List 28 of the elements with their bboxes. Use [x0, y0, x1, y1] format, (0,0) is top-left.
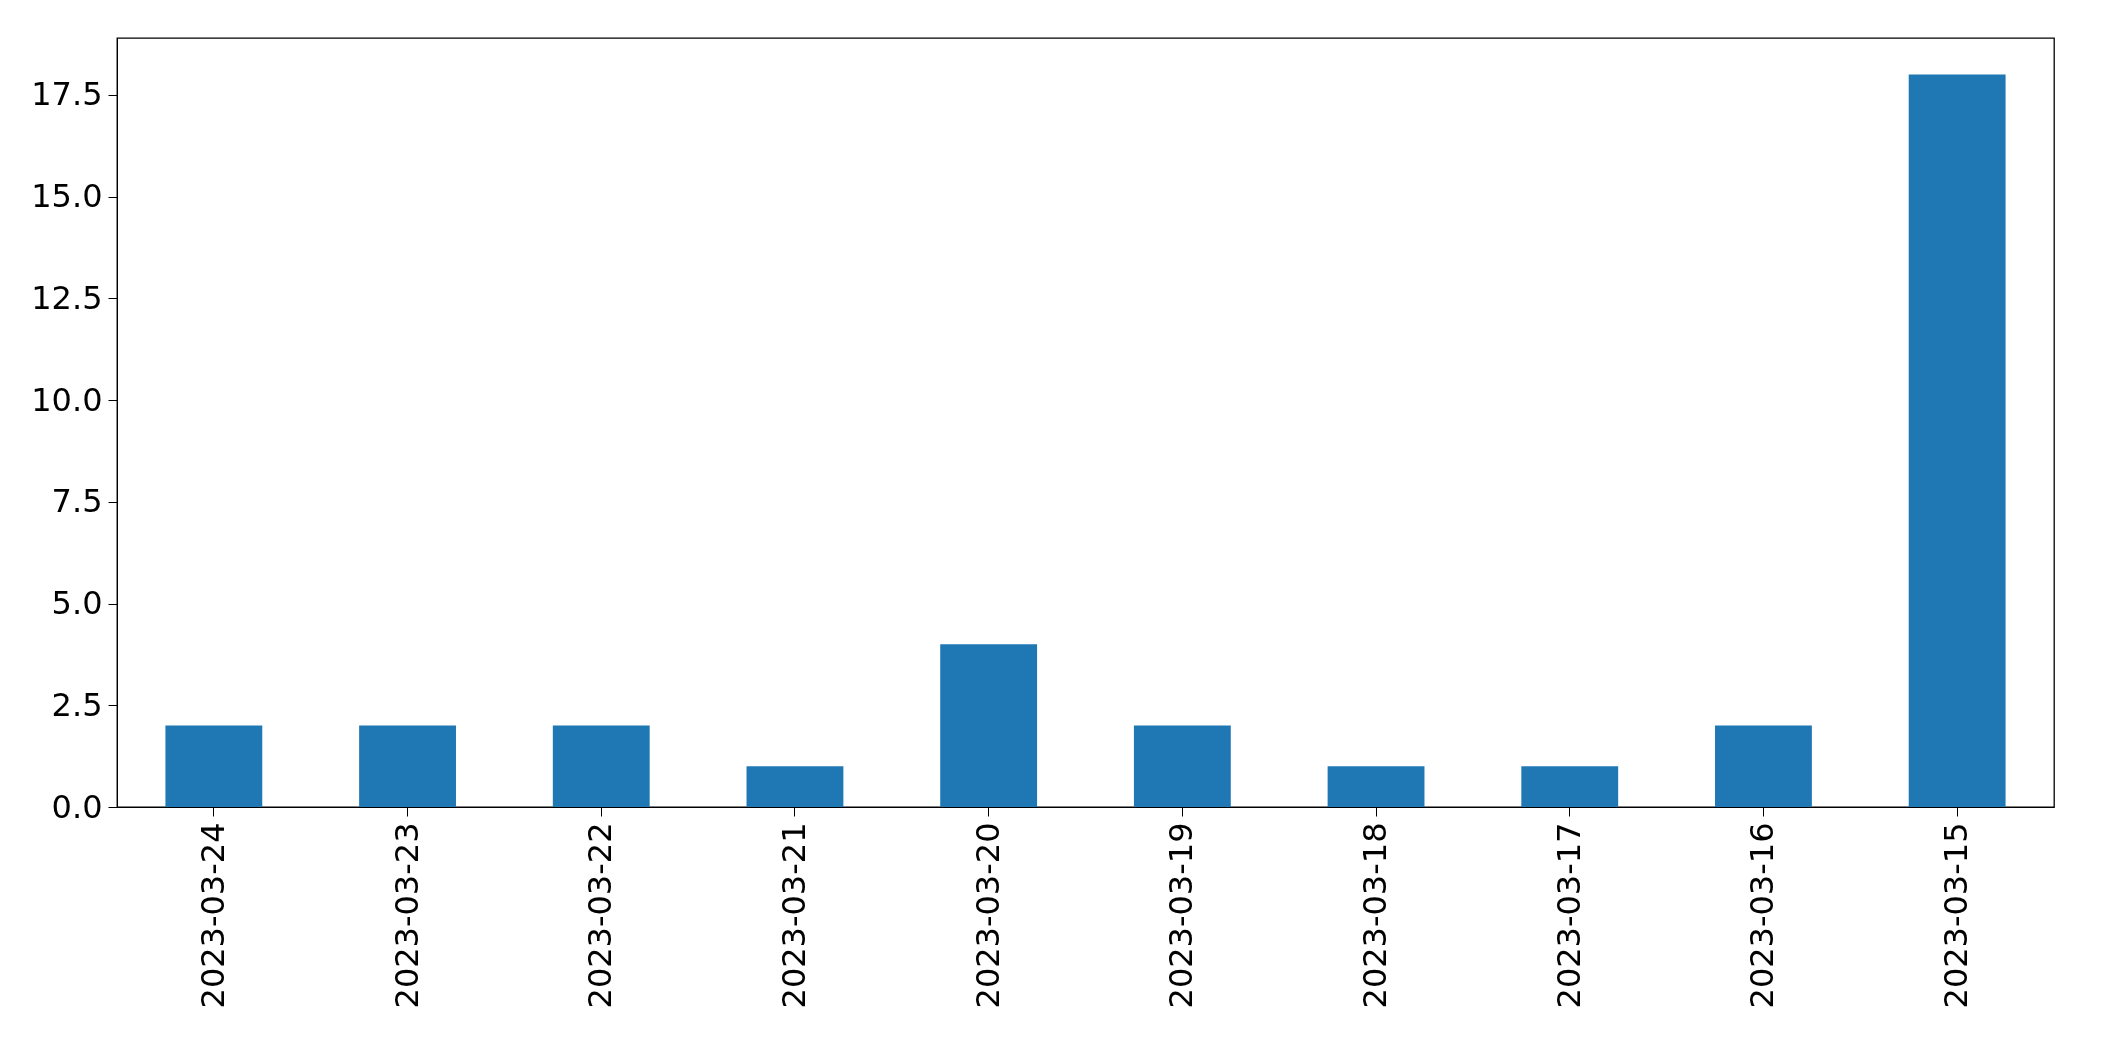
bar [940, 644, 1038, 807]
bar [1908, 74, 2006, 807]
bar [552, 725, 650, 807]
x-tick-label: 2023-03-22 [581, 822, 620, 1009]
bar [746, 766, 844, 807]
bar [1521, 766, 1619, 807]
x-tick-label: 2023-03-17 [1549, 822, 1588, 1009]
y-tick-label: 7.5 [51, 482, 103, 521]
y-tick-label: 2.5 [51, 685, 103, 724]
x-tick-label: 2023-03-21 [774, 822, 813, 1009]
bar [165, 725, 263, 807]
y-tick-label: 5.0 [51, 584, 103, 623]
y-tick-label: 10.0 [31, 380, 103, 419]
y-tick-label: 0.0 [51, 787, 103, 826]
y-tick-label: 15.0 [31, 177, 103, 216]
y-tick-label: 12.5 [31, 278, 103, 317]
x-tick-label: 2023-03-16 [1743, 822, 1782, 1009]
bar [1715, 725, 1812, 807]
x-tick-label: 2023-03-19 [1162, 822, 1201, 1009]
x-tick-label: 2023-03-23 [387, 822, 426, 1009]
x-tick-label: 2023-03-15 [1937, 822, 1976, 1009]
x-tick-label: 2023-03-20 [968, 822, 1007, 1009]
bar [1327, 766, 1425, 807]
y-tick-label: 17.5 [31, 75, 103, 114]
bar [359, 725, 456, 807]
bar [1133, 725, 1231, 807]
x-tick-label: 2023-03-24 [193, 822, 232, 1009]
x-tick-label: 2023-03-18 [1356, 822, 1395, 1009]
